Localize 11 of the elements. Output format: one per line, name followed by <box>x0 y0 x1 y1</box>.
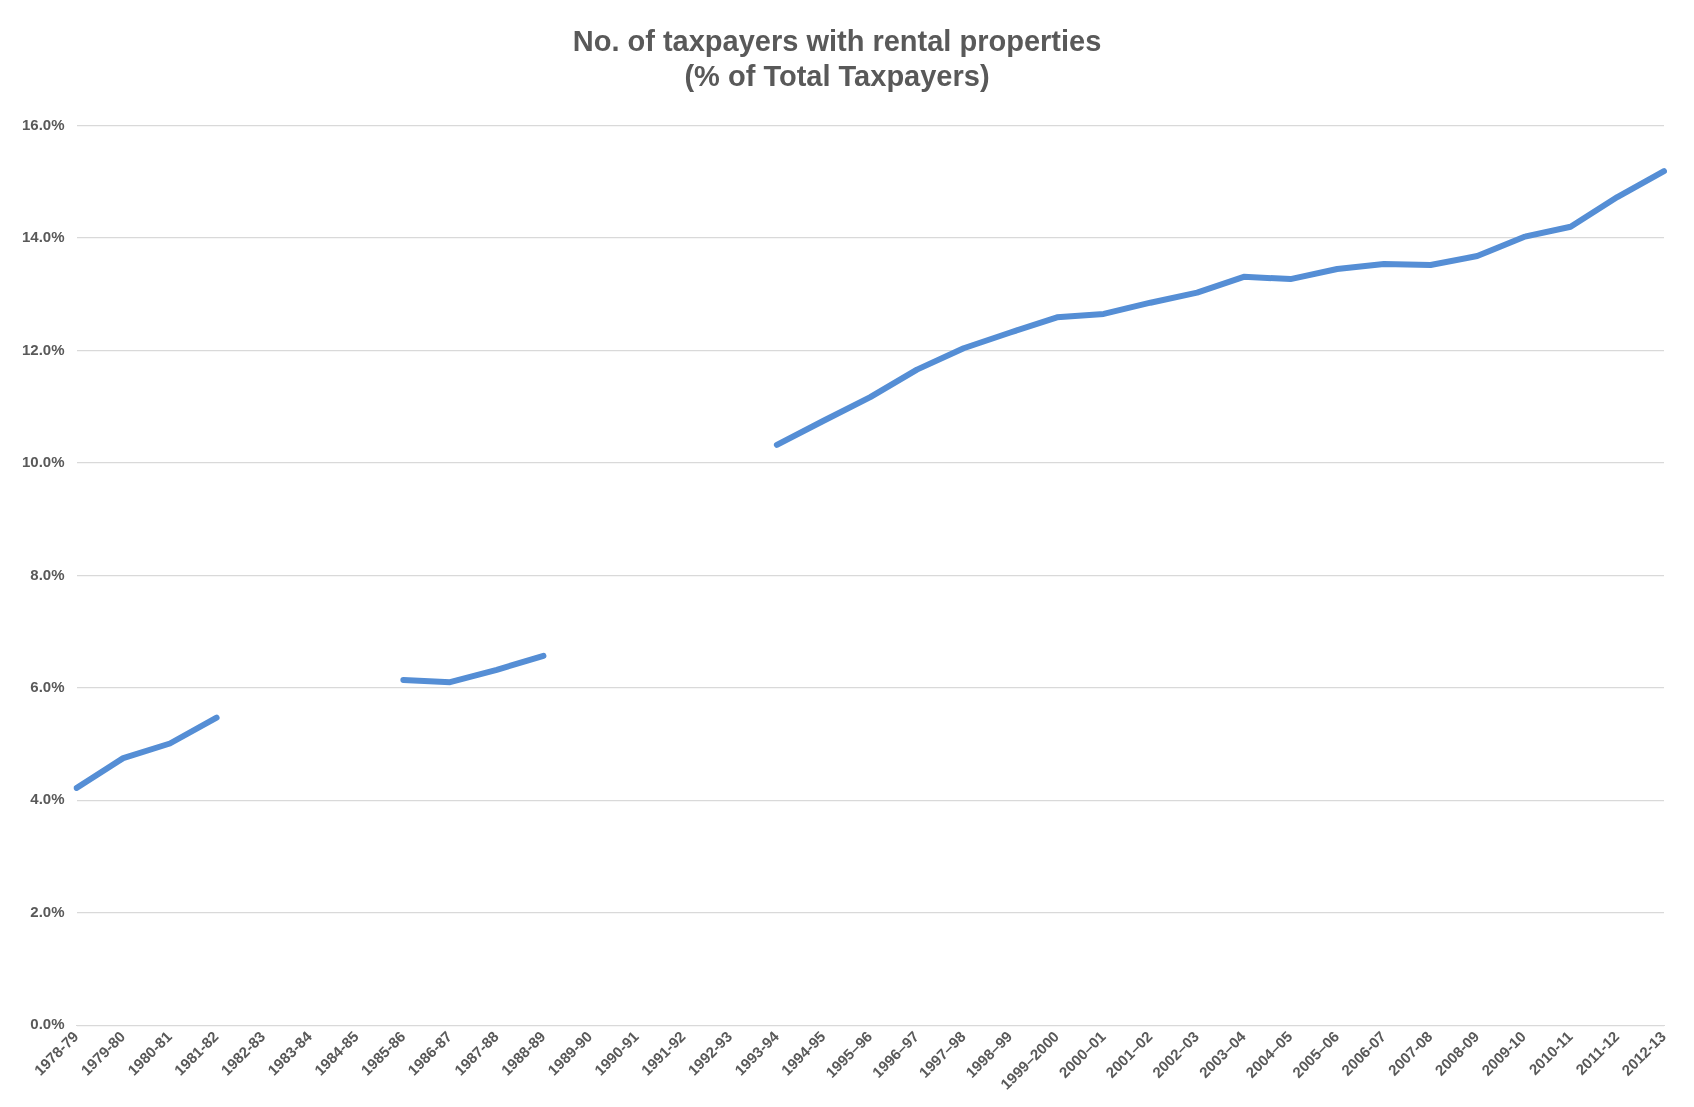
y-tick-label: 2.0% <box>30 902 65 920</box>
y-tick-label: 14.0% <box>21 228 65 246</box>
y-tick-label: 6.0% <box>30 677 65 695</box>
y-tick-label: 12.0% <box>21 340 65 358</box>
y-tick-label: 8.0% <box>30 565 65 583</box>
y-tick-label: 4.0% <box>30 790 65 808</box>
text: No. of taxpayers with rental properties <box>572 25 1102 58</box>
text: (% of Total Taxpayers) <box>684 60 990 93</box>
y-tick-label: 0.0% <box>30 1015 65 1033</box>
y-tick-label: 10.0% <box>21 453 65 471</box>
y-tick-label: 16.0% <box>21 115 65 133</box>
